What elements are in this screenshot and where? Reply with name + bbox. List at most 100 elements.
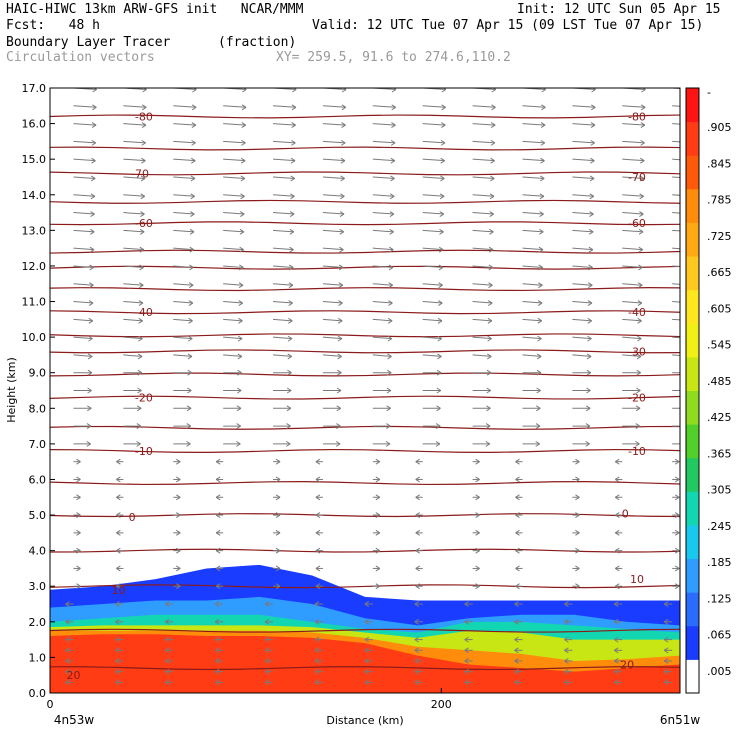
vector-arrowhead — [115, 647, 120, 654]
vector-arrowhead — [76, 494, 81, 501]
vector-arrow — [173, 194, 195, 197]
isotherm-line — [50, 249, 680, 254]
vector-arrowhead — [487, 353, 492, 360]
vector-arrowhead — [615, 583, 620, 590]
vector-label: Circulation vectors — [6, 50, 155, 65]
colorbar-label: .305 — [707, 484, 732, 497]
vector-arrow — [522, 229, 544, 233]
vector-arrowhead — [175, 529, 181, 536]
vector-arrow — [173, 318, 193, 322]
vector-arrowhead — [614, 618, 619, 625]
vector-arrowhead — [475, 512, 480, 518]
isotherm-label: -10 — [628, 445, 646, 458]
vector-arrowhead — [188, 317, 193, 324]
vector-arrowhead — [539, 175, 545, 182]
vector-arrowhead — [116, 583, 121, 590]
vector-arrowhead — [214, 658, 220, 664]
vector-arrow — [422, 265, 443, 268]
vector-arrowhead — [76, 529, 81, 536]
vector-arrowhead — [391, 104, 396, 111]
vector-arrowhead — [164, 679, 170, 686]
vector-arrow — [472, 318, 492, 322]
vector-arrowhead — [239, 264, 244, 271]
colorbar-label: .065 — [707, 629, 732, 642]
vector-arrow — [572, 140, 595, 144]
x-start-label: 4n53w — [54, 713, 95, 727]
model-title: HAIC-HIWC 13km ARW-GFS init NCAR/MMM — [6, 2, 304, 17]
vector-arrowhead — [464, 679, 469, 686]
vector-arrowhead — [475, 565, 480, 572]
vector-arrowhead — [674, 583, 680, 590]
vector-arrow — [422, 105, 446, 108]
y-tick-label: 0.0 — [29, 687, 47, 700]
vector-arrowhead — [340, 175, 345, 182]
vector-arrowhead — [414, 658, 419, 664]
vector-arrow — [472, 229, 494, 233]
vector-arrowhead — [575, 529, 580, 536]
isotherm-line — [50, 584, 680, 589]
vector-arrow — [273, 265, 294, 268]
vector-arrow — [223, 123, 246, 126]
vector-arrowhead — [315, 512, 321, 518]
vector-arrowhead — [275, 529, 281, 536]
vector-arrowhead — [335, 440, 341, 447]
vector-arrow — [672, 229, 680, 232]
vector-arrowhead — [415, 476, 420, 483]
vector-arrowhead — [76, 547, 81, 554]
vector-arrowhead — [214, 636, 220, 643]
vector-arrow — [173, 336, 193, 340]
y-tick-label: 11.0 — [22, 296, 47, 309]
y-tick-label: 13.0 — [22, 224, 47, 237]
vector-arrow — [622, 105, 646, 108]
vector-arrowhead — [236, 387, 242, 394]
vector-arrowhead — [589, 211, 594, 217]
y-tick-label: 7.0 — [29, 438, 47, 451]
vector-arrow — [522, 283, 543, 286]
vector-arrow — [572, 105, 596, 108]
vector-arrowhead — [475, 529, 480, 536]
vector-arrowhead — [264, 618, 270, 625]
vector-arrowhead — [314, 618, 320, 625]
vector-arrowhead — [139, 282, 144, 289]
vector-arrowhead — [515, 458, 520, 465]
vector-arrowhead — [635, 405, 641, 412]
vector-arrowhead — [387, 335, 393, 342]
vector-arrowhead — [538, 282, 543, 289]
vector-arrowhead — [186, 440, 191, 447]
vector-arrowhead — [337, 369, 342, 376]
y-tick-label: 12.0 — [22, 260, 47, 273]
vector-arrowhead — [241, 104, 247, 111]
isotherm-label: -10 — [135, 445, 153, 458]
vector-arrowhead — [164, 668, 170, 675]
vector-arrowhead — [76, 512, 81, 518]
vector-arrowhead — [575, 512, 580, 518]
vector-arrowhead — [116, 476, 121, 483]
vector-arrowhead — [87, 353, 93, 360]
vector-arrow — [572, 318, 592, 322]
vector-arrowhead — [287, 369, 292, 376]
vector-arrowhead — [588, 228, 594, 235]
vector-arrow — [173, 212, 195, 215]
vector-arrowhead — [387, 353, 392, 360]
vector-arrowhead — [314, 601, 320, 607]
vector-arrowhead — [486, 369, 492, 376]
circulation-vectors — [65, 88, 680, 686]
vector-arrowhead — [275, 512, 281, 518]
vector-arrowhead — [290, 175, 296, 182]
vector-arrow — [223, 229, 244, 233]
vector-arrowhead — [415, 565, 420, 572]
vector-arrow — [522, 318, 542, 322]
vector-arrowhead — [389, 211, 395, 217]
vector-arrowhead — [336, 387, 342, 394]
vector-arrowhead — [275, 458, 281, 465]
vector-arrowhead — [240, 157, 246, 164]
colorbar-label: .125 — [707, 592, 732, 605]
colorbar-segment — [686, 491, 699, 526]
vector-arrowhead — [141, 139, 146, 146]
vector-arrowhead — [314, 647, 320, 654]
vector-arrowhead — [116, 547, 121, 554]
vector-arrow — [273, 301, 293, 304]
vector-arrowhead — [514, 618, 519, 625]
vector-arrow — [522, 265, 543, 268]
vector-arrow — [123, 105, 147, 108]
